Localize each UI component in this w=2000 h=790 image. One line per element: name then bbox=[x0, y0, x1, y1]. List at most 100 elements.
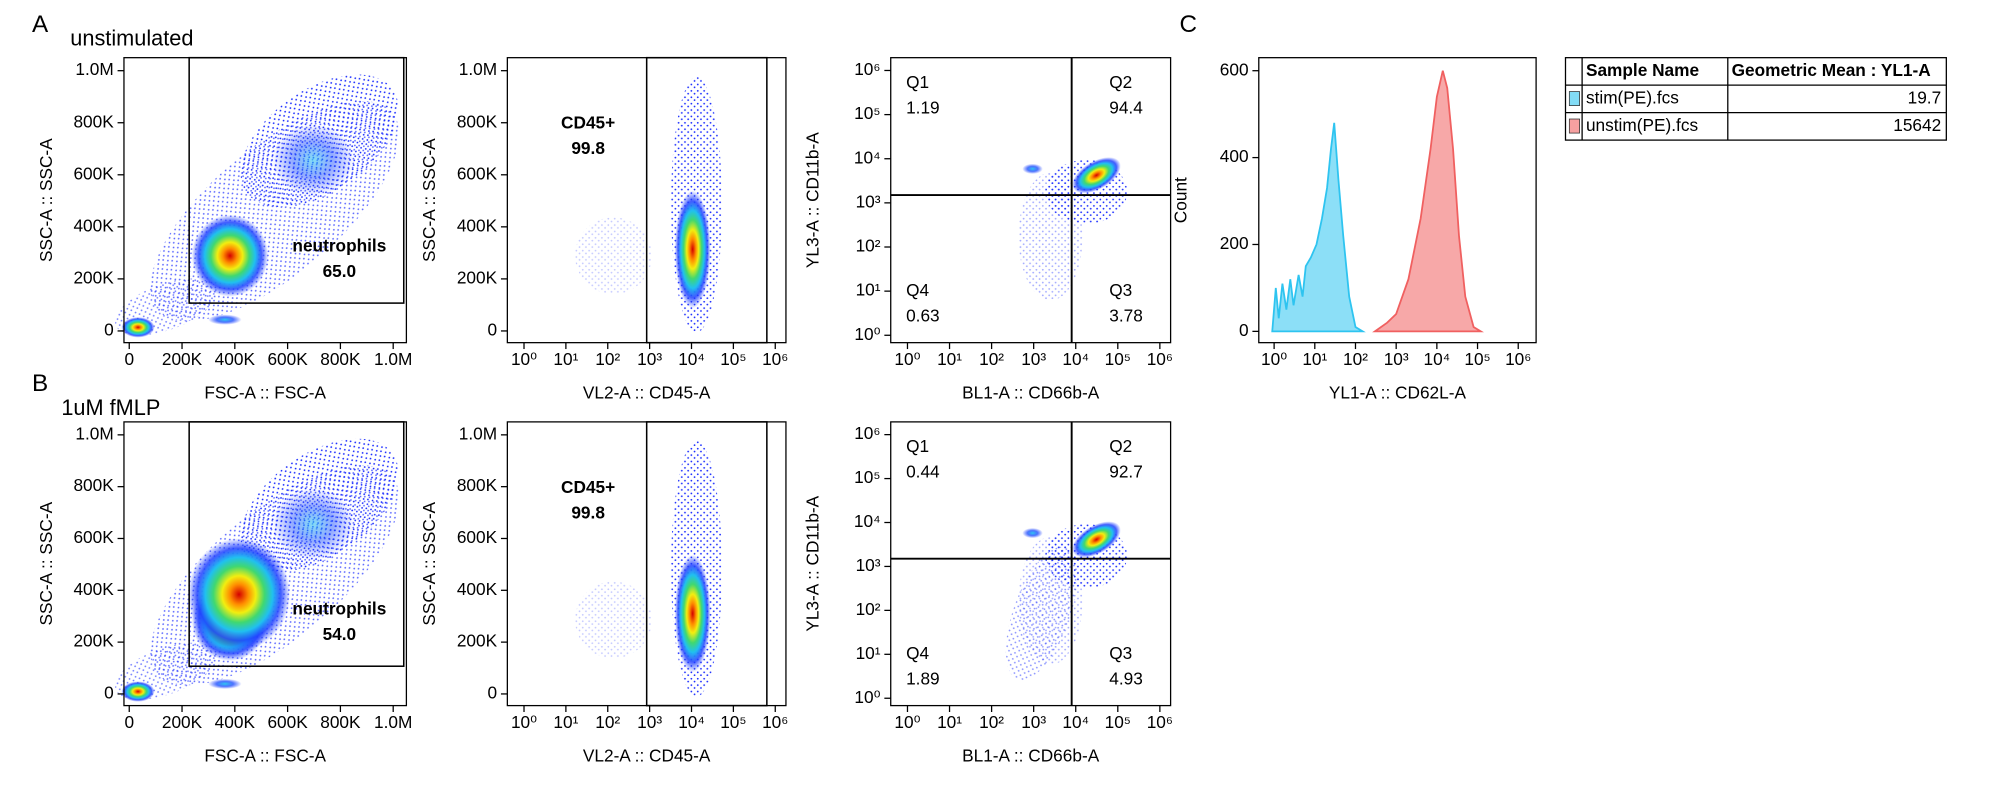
x-axis-label: BL1-A :: CD66b-A bbox=[962, 382, 1100, 402]
gate-value: 65.0 bbox=[323, 261, 357, 281]
x-tick-label: 10³ bbox=[637, 712, 662, 732]
y-tick-label: 10⁴ bbox=[854, 147, 881, 167]
x-tick-label: 0 bbox=[124, 712, 134, 732]
y-tick-label: 400K bbox=[73, 579, 114, 599]
quadrant-value: 94.4 bbox=[1109, 97, 1143, 117]
x-tick-label: 10¹ bbox=[937, 712, 962, 732]
y-tick-label: 800K bbox=[73, 475, 114, 495]
quadrant-value: 1.19 bbox=[906, 97, 940, 117]
y-axis-label: YL3-A :: CD11b-A bbox=[803, 495, 823, 631]
y-tick-label: 600K bbox=[457, 163, 498, 183]
y-tick-label: 600K bbox=[457, 527, 498, 547]
quadrant-label: Q1 bbox=[906, 436, 929, 456]
y-tick-label: 600K bbox=[73, 163, 114, 183]
histogram-area bbox=[1271, 122, 1366, 333]
y-tick-label: 400 bbox=[1220, 146, 1249, 166]
event-cloud bbox=[1005, 546, 1078, 681]
plot-frame bbox=[1258, 57, 1537, 344]
y-axis-label: Count bbox=[1171, 177, 1191, 223]
y-tick-label: 10⁴ bbox=[854, 511, 881, 531]
x-tick-label: 10⁰ bbox=[894, 712, 920, 732]
x-tick-label: 400K bbox=[215, 712, 256, 732]
geometric-mean: 15642 bbox=[1893, 115, 1941, 135]
quadrant-value: 1.89 bbox=[906, 669, 940, 689]
gate-label: neutrophils bbox=[292, 235, 386, 255]
x-axis-label: FSC-A :: FSC-A bbox=[204, 745, 326, 765]
y-tick-label: 800K bbox=[73, 111, 114, 131]
plot-frame bbox=[506, 57, 787, 344]
y-tick-label: 200K bbox=[457, 631, 498, 651]
quadrant-value: 0.63 bbox=[906, 306, 940, 326]
event-cloud bbox=[575, 217, 652, 295]
x-tick-label: 400K bbox=[215, 349, 256, 369]
x-tick-label: 10⁰ bbox=[1261, 349, 1287, 369]
density-blob bbox=[187, 538, 291, 651]
x-axis-label: VL2-A :: CD45-A bbox=[583, 745, 711, 765]
condition-label: unstimulated bbox=[70, 26, 193, 51]
x-tick-label: 10⁴ bbox=[678, 349, 705, 369]
y-tick-label: 400K bbox=[73, 215, 114, 235]
gate-label: CD45+ bbox=[561, 477, 615, 497]
y-tick-label: 0 bbox=[104, 320, 114, 340]
quadrant-value: 4.93 bbox=[1109, 669, 1143, 689]
density-blob bbox=[272, 124, 354, 196]
x-tick-label: 10⁶ bbox=[1505, 349, 1531, 369]
legend-label: unstim(PE).fcs bbox=[1586, 115, 1698, 135]
y-axis-label: YL3-A :: CD11b-A bbox=[803, 132, 823, 268]
x-axis-label: YL1-A :: CD62L-A bbox=[1329, 382, 1467, 402]
legend-swatch bbox=[1568, 91, 1580, 106]
y-tick-label: 800K bbox=[457, 111, 498, 131]
y-tick-label: 10² bbox=[856, 599, 881, 619]
x-tick-label: 10³ bbox=[1021, 712, 1046, 732]
x-tick-label: 10¹ bbox=[1302, 349, 1327, 369]
y-tick-label: 200 bbox=[1220, 233, 1249, 253]
x-tick-label: 10² bbox=[1343, 349, 1368, 369]
y-tick-label: 400K bbox=[457, 579, 498, 599]
y-tick-label: 0 bbox=[1239, 320, 1249, 340]
gate-value: 99.8 bbox=[571, 138, 605, 158]
x-tick-label: 10² bbox=[595, 349, 620, 369]
panel-label: A bbox=[32, 11, 49, 38]
x-tick-label: 10⁵ bbox=[1105, 349, 1131, 369]
legend-swatch bbox=[1568, 118, 1580, 134]
quadrant-value: 3.78 bbox=[1109, 306, 1143, 326]
y-tick-label: 1.0M bbox=[75, 59, 113, 79]
y-tick-label: 200K bbox=[73, 631, 114, 651]
density-blob bbox=[121, 317, 155, 338]
y-tick-label: 800K bbox=[457, 475, 498, 495]
x-tick-label: 10⁶ bbox=[762, 349, 788, 369]
x-tick-label: 10¹ bbox=[553, 349, 578, 369]
y-tick-label: 10² bbox=[856, 236, 881, 256]
y-tick-label: 400K bbox=[457, 215, 498, 235]
x-tick-label: 10³ bbox=[1021, 349, 1046, 369]
quadrant-label: Q4 bbox=[906, 280, 929, 300]
quadrant-value: 0.44 bbox=[906, 462, 940, 482]
y-tick-label: 1.0M bbox=[75, 423, 113, 443]
gate-label: neutrophils bbox=[292, 599, 386, 619]
x-tick-label: 10² bbox=[979, 712, 1004, 732]
plot-frame bbox=[123, 421, 408, 707]
panel-label: B bbox=[32, 370, 48, 397]
x-tick-label: 10¹ bbox=[553, 712, 578, 732]
gate-value: 99.8 bbox=[571, 502, 605, 522]
y-axis-label: SSC-A :: SSC-A bbox=[419, 138, 439, 262]
y-tick-label: 600 bbox=[1220, 59, 1249, 79]
y-tick-label: 10⁵ bbox=[854, 103, 880, 123]
x-tick-label: 200K bbox=[162, 712, 203, 732]
x-tick-label: 10⁴ bbox=[1062, 712, 1089, 732]
x-axis-label: FSC-A :: FSC-A bbox=[204, 382, 326, 402]
y-axis-label: SSC-A :: SSC-A bbox=[36, 138, 56, 262]
x-tick-label: 10⁵ bbox=[1105, 712, 1131, 732]
y-tick-label: 200K bbox=[73, 267, 114, 287]
y-tick-label: 10³ bbox=[856, 555, 881, 575]
x-tick-label: 10⁶ bbox=[1147, 712, 1173, 732]
density-clouds bbox=[115, 74, 1128, 338]
table-header: Sample Name bbox=[1586, 60, 1699, 80]
x-tick-label: 0 bbox=[124, 349, 134, 369]
gate-label: CD45+ bbox=[561, 113, 615, 133]
x-axis-label: VL2-A :: CD45-A bbox=[583, 382, 711, 402]
y-tick-label: 10⁶ bbox=[854, 59, 880, 79]
histogram-area bbox=[1372, 70, 1484, 333]
x-tick-label: 10⁴ bbox=[1062, 349, 1089, 369]
y-tick-label: 0 bbox=[488, 320, 498, 340]
